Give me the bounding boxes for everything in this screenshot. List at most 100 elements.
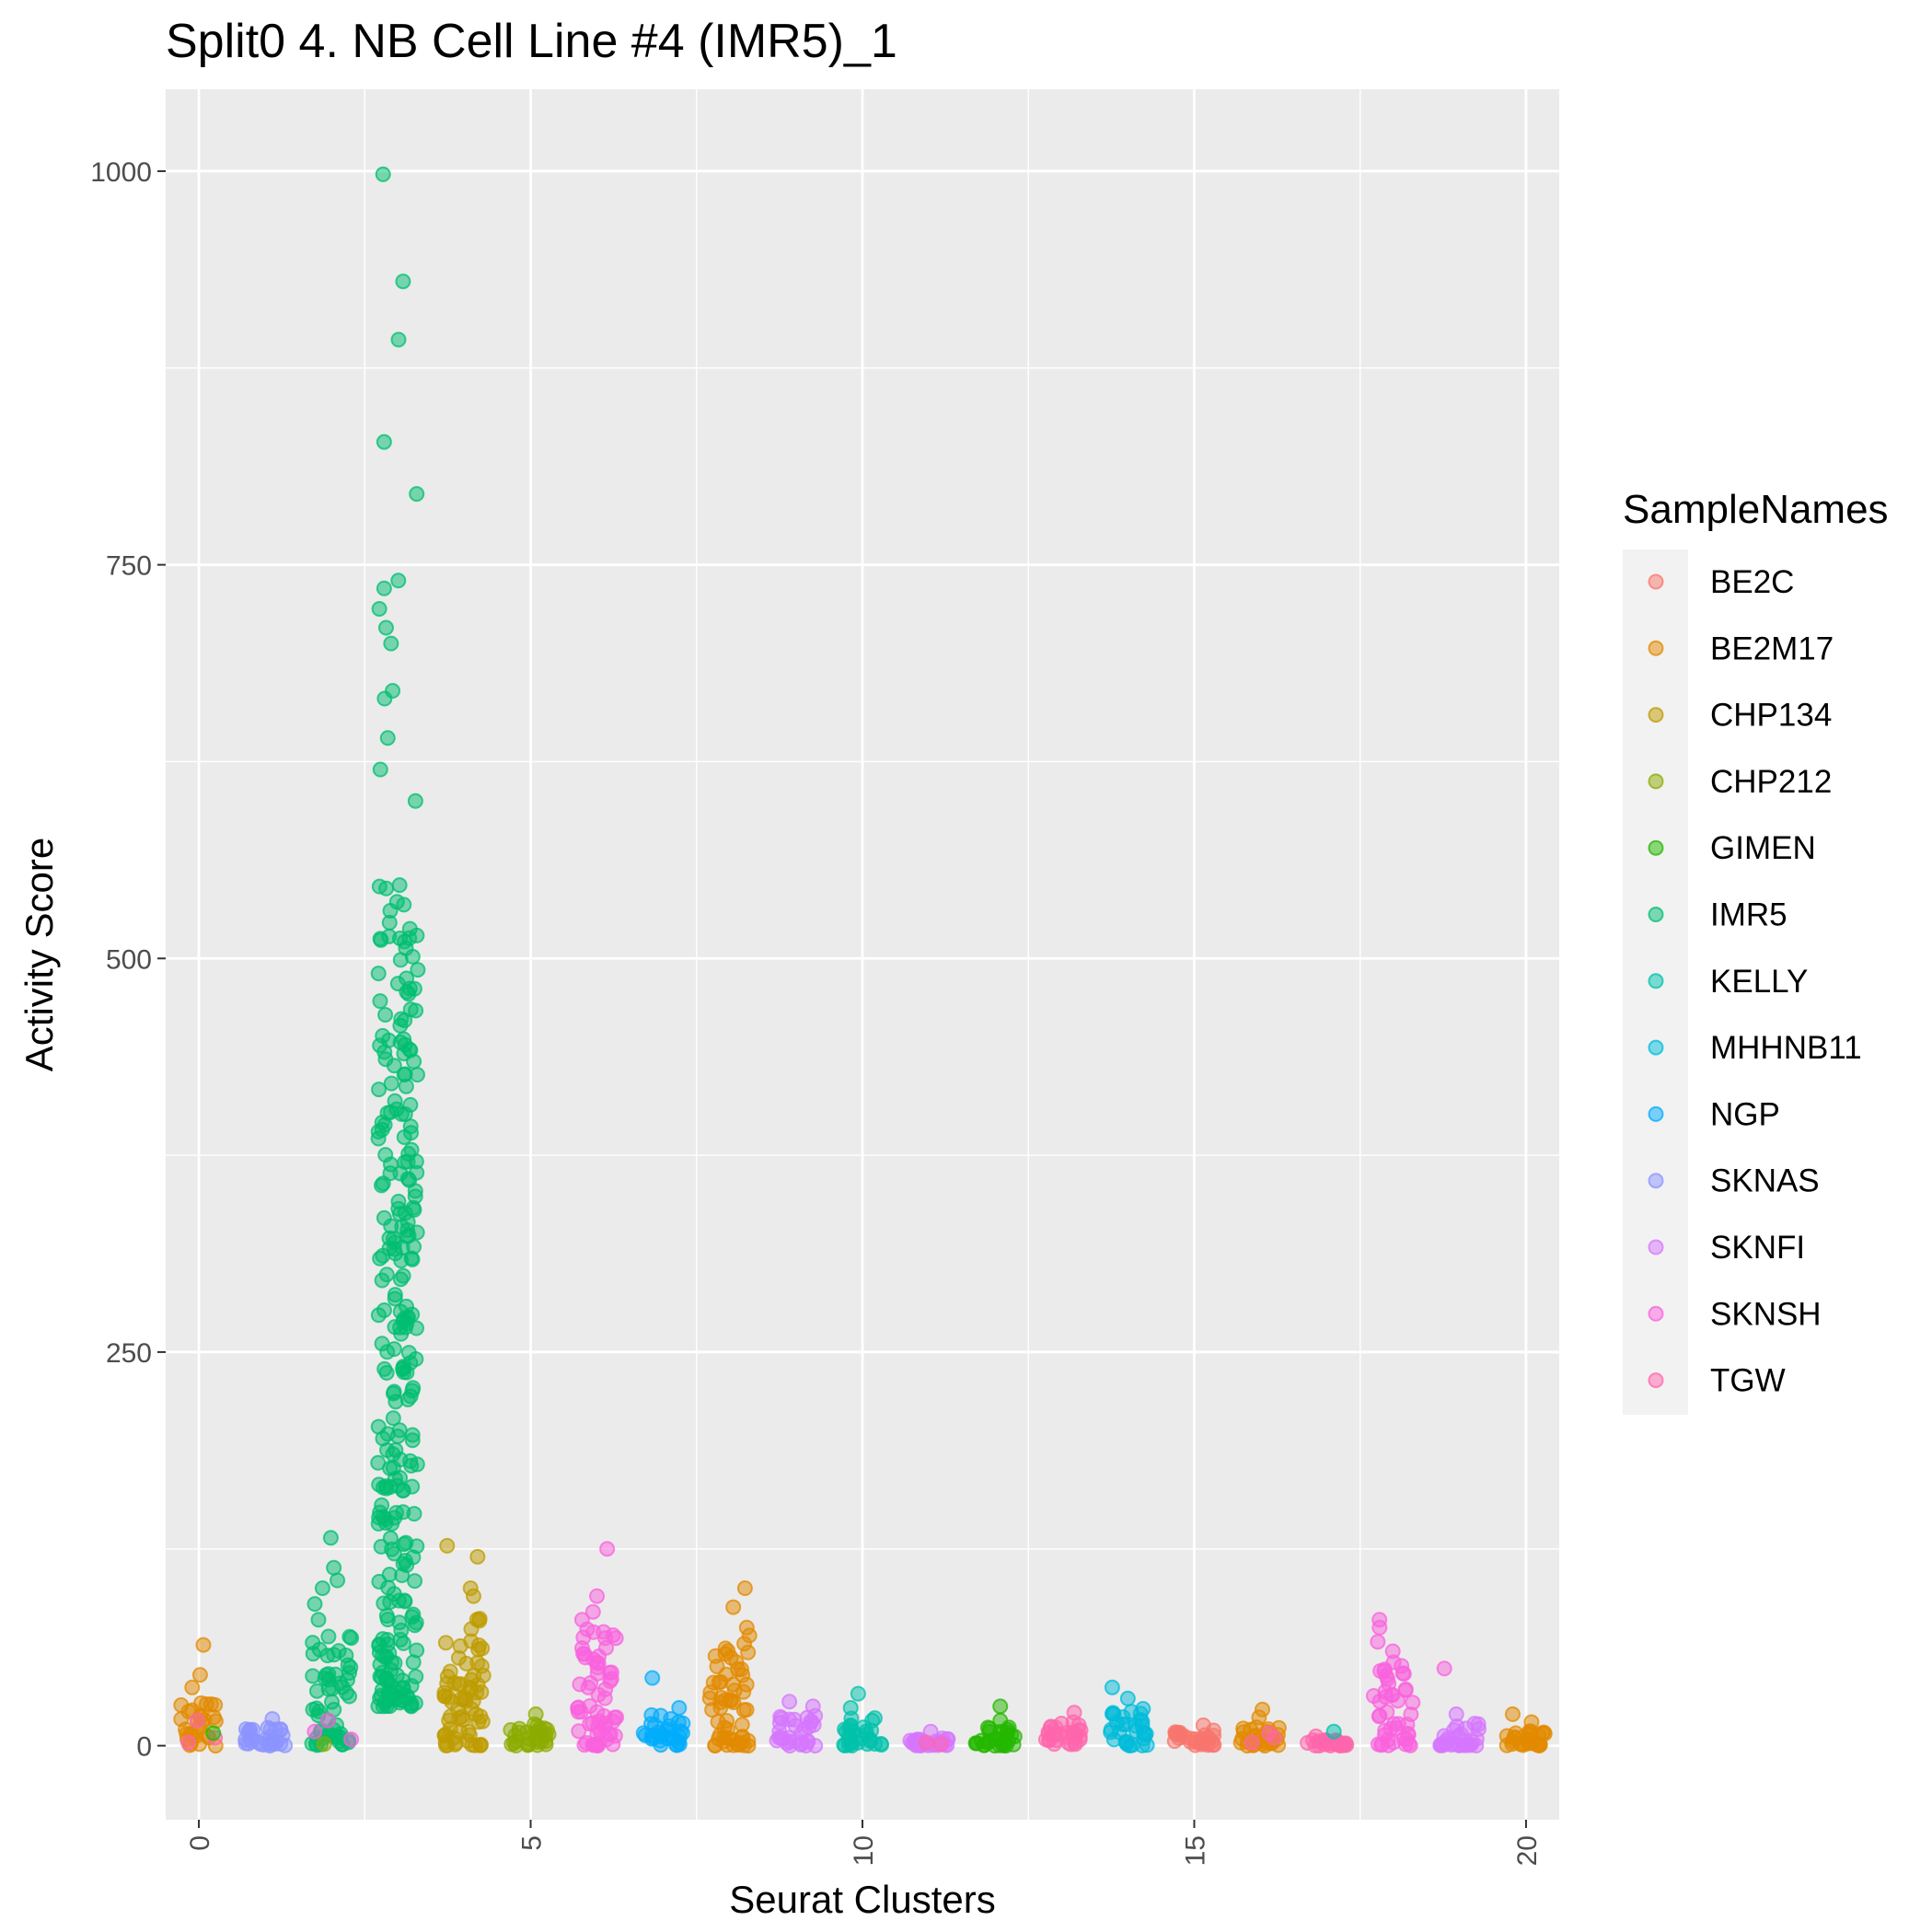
chart-title: Split0 4. NB Cell Line #4 (IMR5)_1	[166, 15, 897, 68]
data-point	[663, 1710, 679, 1727]
data-point	[1521, 1733, 1538, 1750]
data-point	[399, 970, 415, 987]
legend-key	[1648, 640, 1664, 656]
data-point	[330, 1643, 347, 1660]
data-point	[387, 1655, 403, 1672]
data-point	[1377, 1727, 1394, 1743]
data-point	[371, 878, 388, 895]
legend-key	[1648, 1372, 1664, 1389]
data-point	[264, 1711, 281, 1728]
y-tick-label: 250	[106, 1338, 152, 1369]
grid-major	[166, 89, 1559, 1820]
data-point	[376, 1595, 392, 1612]
data-point	[399, 1153, 416, 1170]
legend-label: SKNAS	[1710, 1163, 1820, 1199]
data-point	[471, 1613, 488, 1629]
legend: SampleNames BE2C BE2M17 CHP134 CHP212 GIMEN I…	[1623, 487, 1889, 1415]
data-point	[392, 1017, 409, 1034]
data-point	[316, 1736, 332, 1753]
data-point	[330, 1572, 346, 1589]
data-point	[396, 1311, 412, 1327]
data-point	[1397, 1736, 1414, 1753]
data-point	[1371, 1612, 1388, 1628]
data-point	[180, 1734, 197, 1751]
data-point	[409, 1224, 425, 1241]
data-point	[590, 1655, 607, 1672]
data-point	[1448, 1706, 1464, 1722]
data-point	[1459, 1737, 1475, 1753]
data-point	[932, 1736, 949, 1753]
data-point	[370, 1454, 387, 1471]
data-point	[307, 1596, 323, 1613]
data-point	[470, 1714, 487, 1730]
data-point	[390, 331, 407, 348]
data-point	[588, 1737, 605, 1753]
y-tick-label: 500	[106, 944, 152, 975]
data-point	[370, 1418, 387, 1435]
data-point	[370, 966, 387, 982]
data-point	[1261, 1725, 1278, 1741]
data-point	[571, 1723, 587, 1740]
data-point	[1119, 1690, 1136, 1706]
data-point	[842, 1700, 859, 1717]
data-point	[1128, 1718, 1144, 1734]
data-point	[1103, 1724, 1119, 1741]
legend-label: MHHNB11	[1710, 1030, 1862, 1066]
data-point	[450, 1676, 467, 1693]
data-point	[409, 486, 425, 503]
data-point	[343, 1630, 360, 1647]
data-point	[738, 1619, 755, 1636]
data-point	[441, 1712, 457, 1729]
data-point	[305, 1635, 321, 1651]
data-point	[320, 1681, 337, 1697]
data-point	[402, 1118, 419, 1135]
data-point	[308, 1700, 325, 1717]
data-point	[392, 1469, 409, 1486]
data-point	[1376, 1661, 1393, 1678]
data-point	[1195, 1717, 1211, 1733]
data-point	[976, 1737, 992, 1753]
data-point	[395, 273, 411, 290]
data-point	[725, 1737, 742, 1753]
data-point	[374, 1272, 390, 1289]
data-point	[458, 1655, 475, 1672]
legend-label: NGP	[1710, 1096, 1780, 1132]
data-point	[394, 1240, 411, 1256]
data-point	[322, 1530, 339, 1546]
data-point	[383, 635, 399, 652]
data-point	[725, 1599, 742, 1615]
data-point	[372, 993, 388, 1010]
data-point	[385, 682, 401, 699]
data-point	[372, 1250, 388, 1267]
data-point	[701, 1690, 718, 1706]
y-tick-label: 750	[106, 551, 152, 582]
data-point	[377, 1007, 394, 1024]
data-point	[736, 1580, 753, 1597]
data-point	[373, 931, 389, 948]
data-point	[371, 1573, 388, 1590]
data-point	[193, 1695, 210, 1711]
data-point	[1255, 1701, 1271, 1718]
data-point	[1384, 1643, 1401, 1660]
data-point	[375, 166, 391, 182]
data-point	[859, 1736, 875, 1753]
data-point	[842, 1735, 859, 1752]
data-point	[807, 1738, 824, 1754]
data-point	[408, 1002, 424, 1019]
data-point	[503, 1736, 520, 1753]
data-points	[173, 166, 1553, 1754]
data-point	[472, 1736, 489, 1753]
data-point	[439, 1537, 456, 1554]
data-point	[252, 1736, 269, 1753]
data-point	[1325, 1723, 1342, 1740]
x-tick-labels: 0 5 10 15 20	[185, 1835, 1543, 1866]
legend-key	[1648, 773, 1664, 790]
legend-label: SKNSH	[1710, 1296, 1822, 1332]
data-point	[393, 1253, 410, 1269]
data-point	[407, 792, 423, 809]
data-point	[1379, 1704, 1395, 1720]
legend-key	[1648, 1239, 1664, 1255]
data-point	[1397, 1682, 1414, 1698]
legend-key	[1648, 1173, 1664, 1189]
